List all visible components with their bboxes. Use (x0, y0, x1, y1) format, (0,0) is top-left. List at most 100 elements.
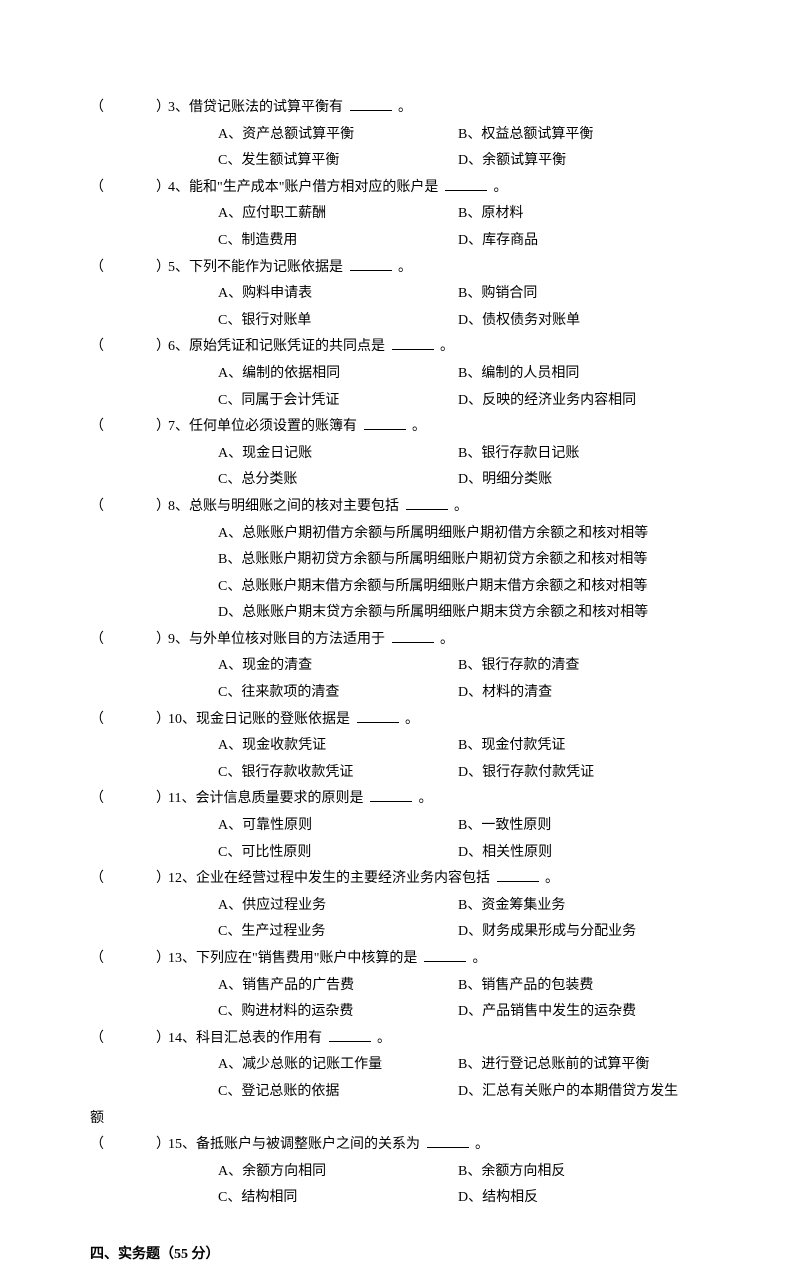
option-b: B、一致性原则 (458, 813, 710, 840)
option-d: D、产品销售中发生的运杂费 (458, 999, 710, 1026)
question-stem-line: （ ）15、备抵账户与被调整账户之间的关系为 。 (90, 1132, 710, 1159)
fill-blank[interactable] (350, 97, 392, 111)
fill-blank[interactable] (350, 257, 392, 271)
options: A、现金收款凭证B、现金付款凭证C、银行存款收款凭证D、银行存款付款凭证 (90, 733, 710, 786)
option-c: C、登记总账的依据 (218, 1079, 458, 1106)
question-block: （）14、科目汇总表的作用有 。A、减少总账的记账工作量B、进行登记总账前的试算… (90, 1026, 710, 1132)
question-stem: 9、与外单位核对账目的方法适用于 。 (168, 627, 710, 654)
options: A、现金日记账B、银行存款日记账C、总分类账D、明细分类账 (90, 441, 710, 494)
question-stem: 5、下列不能作为记账依据是 。 (168, 255, 710, 282)
option-c: C、总分类账 (218, 467, 458, 494)
option-b: B、资金筹集业务 (458, 893, 710, 920)
option-c: C、同属于会计凭证 (218, 388, 458, 415)
option-b: B、余额方向相反 (458, 1159, 710, 1186)
question-block: （ ）6、原始凭证和记账凭证的共同点是 。A、编制的依据相同B、编制的人员相同C、… (90, 334, 710, 414)
question-block: （ ）15、备抵账户与被调整账户之间的关系为 。A、余额方向相同B、余额方向相反C… (90, 1132, 710, 1212)
question-stem-line: （）8、总账与明细账之间的核对主要包括 。 (90, 494, 710, 521)
fill-blank[interactable] (445, 177, 487, 191)
paren-open: （ (90, 334, 108, 361)
fill-blank[interactable] (392, 629, 434, 643)
fill-blank[interactable] (427, 1134, 469, 1148)
question-stem-line: （）9、与外单位核对账目的方法适用于 。 (90, 627, 710, 654)
option-b: B、购销合同 (458, 281, 710, 308)
option-c: C、银行存款收款凭证 (218, 760, 458, 787)
section-heading: 四、实务题（55 分） (90, 1242, 710, 1269)
question-stem: 3、借贷记账法的试算平衡有 。 (168, 95, 710, 122)
question-stem: 10、现金日记账的登账依据是 。 (168, 707, 710, 734)
option-a: A、总账账户期初借方余额与所属明细账户期初借方余额之和核对相等 (218, 521, 710, 548)
question-stem: 8、总账与明细账之间的核对主要包括 。 (168, 494, 710, 521)
option-d: D、总账账户期末贷方余额与所属明细账户期末贷方余额之和核对相等 (218, 600, 710, 627)
option-d: D、银行存款付款凭证 (458, 760, 710, 787)
option-d: D、余额试算平衡 (458, 148, 710, 175)
question-block: （）9、与外单位核对账目的方法适用于 。A、现金的清查B、银行存款的清查C、往来… (90, 627, 710, 707)
option-d: D、材料的清查 (458, 680, 710, 707)
option-d: D、汇总有关账户的本期借贷方发生 (458, 1079, 710, 1106)
question-block: （）12、企业在经营过程中发生的主要经济业务内容包括 。A、供应过程业务B、资金… (90, 866, 710, 946)
option-a: A、销售产品的广告费 (218, 973, 458, 1000)
options: A、购料申请表B、购销合同C、银行对账单D、债权债务对账单 (90, 281, 710, 334)
paren-close: ） (156, 866, 168, 893)
question-stem-line: （）10、现金日记账的登账依据是 。 (90, 707, 710, 734)
option-b: B、销售产品的包装费 (458, 973, 710, 1000)
option-b: B、权益总额试算平衡 (458, 122, 710, 149)
options: A、余额方向相同B、余额方向相反C、结构相同D、结构相反 (90, 1159, 710, 1212)
question-stem: 15、备抵账户与被调整账户之间的关系为 。 (168, 1132, 710, 1159)
question-stem: 4、能和"生产成本"账户借方相对应的账户是 。 (168, 175, 710, 202)
option-d: D、债权债务对账单 (458, 308, 710, 335)
options: A、供应过程业务B、资金筹集业务C、生产过程业务D、财务成果形成与分配业务 (90, 893, 710, 946)
option-c: C、发生额试算平衡 (218, 148, 458, 175)
question-stem-line: （ ）3、借贷记账法的试算平衡有 。 (90, 95, 710, 122)
question-stem-line: （）12、企业在经营过程中发生的主要经济业务内容包括 。 (90, 866, 710, 893)
paren-close: ） (156, 95, 168, 122)
question-stem-line: （）14、科目汇总表的作用有 。 (90, 1026, 710, 1053)
option-a: A、减少总账的记账工作量 (218, 1052, 458, 1079)
question-stem: 7、任何单位必须设置的账簿有 。 (168, 414, 710, 441)
options-long: A、总账账户期初借方余额与所属明细账户期初借方余额之和核对相等B、总账账户期初贷… (90, 521, 710, 627)
fill-blank[interactable] (329, 1028, 371, 1042)
paren-close: ） (156, 334, 168, 361)
fill-blank[interactable] (392, 336, 434, 350)
question-block: （）13、下列应在"销售费用"账户中核算的是 。A、销售产品的广告费B、销售产品… (90, 946, 710, 1026)
option-d: D、财务成果形成与分配业务 (458, 919, 710, 946)
paren-open: （ (90, 414, 108, 441)
fill-blank[interactable] (370, 788, 412, 802)
paren-open: （ (90, 95, 108, 122)
options: A、编制的依据相同B、编制的人员相同C、同属于会计凭证D、反映的经济业务内容相同 (90, 361, 710, 414)
paren-open: （ (90, 255, 108, 282)
question-stem-line: （）4、能和"生产成本"账户借方相对应的账户是 。 (90, 175, 710, 202)
option-a: A、可靠性原则 (218, 813, 458, 840)
paren-open: （ (90, 175, 108, 202)
option-a: A、余额方向相同 (218, 1159, 458, 1186)
paren-close: ） (156, 786, 168, 813)
option-c: C、生产过程业务 (218, 919, 458, 946)
fill-blank[interactable] (357, 709, 399, 723)
option-b: B、现金付款凭证 (458, 733, 710, 760)
paren-close: ） (156, 414, 168, 441)
paren-open: （ (90, 707, 108, 734)
question-stem-line: （）11、会计信息质量要求的原则是 。 (90, 786, 710, 813)
option-c: C、结构相同 (218, 1185, 458, 1212)
fill-blank[interactable] (497, 868, 539, 882)
options: A、应付职工薪酬B、原材料C、制造费用D、库存商品 (90, 201, 710, 254)
question-stem: 6、原始凭证和记账凭证的共同点是 。 (168, 334, 710, 361)
option-c: C、可比性原则 (218, 840, 458, 867)
option-a: A、资产总额试算平衡 (218, 122, 458, 149)
option-b: B、银行存款的清查 (458, 653, 710, 680)
option-b: B、银行存款日记账 (458, 441, 710, 468)
option-c: C、制造费用 (218, 228, 458, 255)
question-stem: 11、会计信息质量要求的原则是 。 (168, 786, 710, 813)
fill-blank[interactable] (424, 948, 466, 962)
paren-open: （ (90, 1132, 108, 1159)
fill-blank[interactable] (364, 416, 406, 430)
option-b: B、编制的人员相同 (458, 361, 710, 388)
question-block: （）4、能和"生产成本"账户借方相对应的账户是 。A、应付职工薪酬B、原材料C、… (90, 175, 710, 255)
paren-close: ） (156, 1132, 168, 1159)
option-b: B、原材料 (458, 201, 710, 228)
paren-open: （ (90, 1026, 108, 1053)
fill-blank[interactable] (406, 496, 448, 510)
question-stem: 13、下列应在"销售费用"账户中核算的是 。 (168, 946, 710, 973)
options: A、可靠性原则B、一致性原则C、可比性原则D、相关性原则 (90, 813, 710, 866)
option-c: C、银行对账单 (218, 308, 458, 335)
option-c: C、购进材料的运杂费 (218, 999, 458, 1026)
